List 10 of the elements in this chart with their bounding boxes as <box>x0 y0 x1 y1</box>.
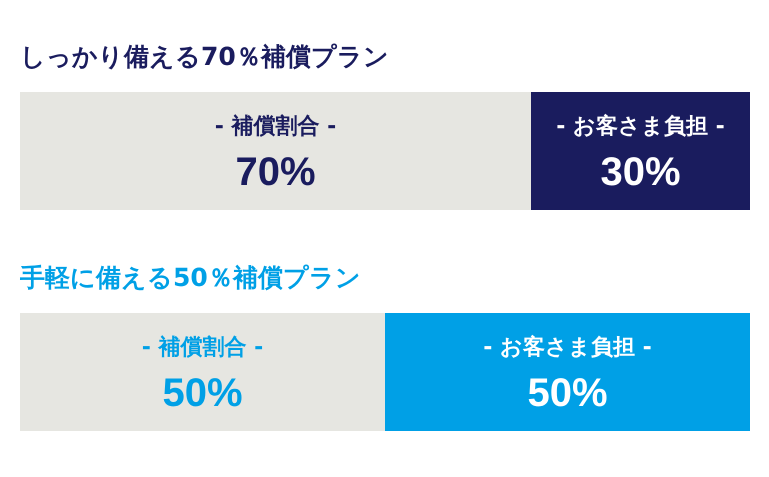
data-label: 30% <box>600 150 681 194</box>
series-label: - 補償割合 - <box>142 335 264 360</box>
data-label: 50% <box>162 371 243 415</box>
series-label: - お客さま負担 - <box>483 334 652 360</box>
data-label: 50% <box>527 371 608 415</box>
series-label: - お客さま負担 - <box>556 113 725 139</box>
data-label: 70% <box>235 150 316 194</box>
chart-title: 手軽に備える50％補償プラン <box>19 263 361 292</box>
series-label: - 補償割合 - <box>214 114 336 139</box>
chart-title: しっかり備える70％補償プラン <box>20 42 389 71</box>
